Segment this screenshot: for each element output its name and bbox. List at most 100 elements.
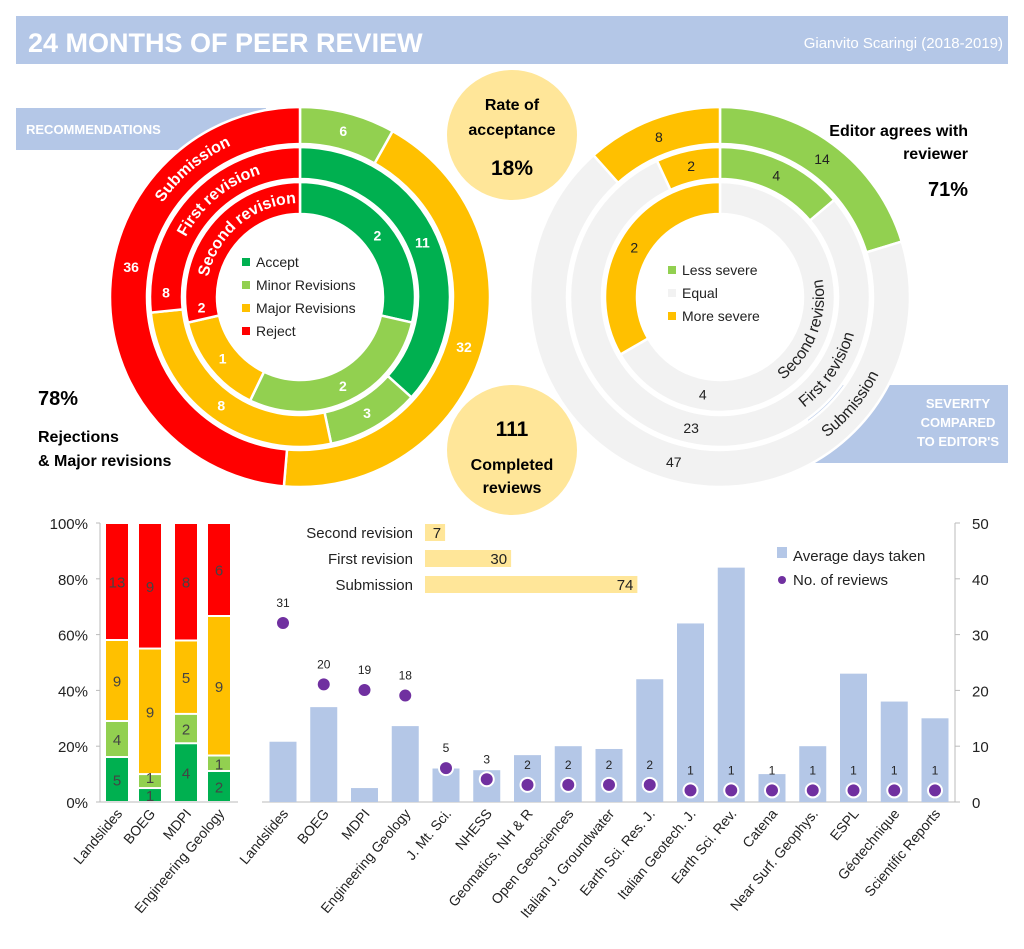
legend-label: No. of reviews (793, 572, 888, 589)
recommendations-by-journal-chart: 0%20%40%60%80%100%54913Landslides1199BOE… (50, 516, 238, 916)
acceptance-value: 18% (491, 157, 533, 180)
donut-segment-reject (108, 105, 302, 488)
donut-value-label: 2 (198, 299, 206, 315)
legend-label: Less severe (682, 262, 758, 278)
y-tick-label: 0% (66, 795, 88, 812)
donut-segment-equal (568, 159, 872, 449)
severity-banner-line-3: TO EDITOR'S (917, 434, 999, 449)
y-tick-label: 100% (50, 516, 88, 533)
donut-segment-major (591, 105, 722, 185)
reviews-value-label: 19 (358, 663, 372, 677)
legend-swatch-major (668, 312, 676, 320)
days-bar (391, 726, 419, 802)
stacked-value-label: 9 (215, 679, 223, 696)
donut-segment-major (655, 145, 722, 192)
reviews-dot (397, 687, 414, 704)
hbar-category-label: First revision (328, 551, 413, 568)
y-tick-label: 50 (972, 516, 989, 533)
stacked-bar-minor (139, 775, 161, 788)
hbar (425, 576, 638, 593)
legend-swatch-minor (668, 266, 676, 274)
reviews-value-label: 1 (809, 763, 816, 777)
stacked-value-label: 2 (215, 780, 223, 797)
donut-value-label: 3 (363, 405, 371, 421)
stacked-bar-reject (208, 524, 230, 615)
stacked-bar-reject (175, 524, 197, 640)
donut-value-label: 2 (687, 158, 695, 174)
stacked-bar-major (106, 641, 128, 720)
stacked-value-label: 9 (146, 579, 154, 596)
stacked-value-label: 13 (109, 575, 126, 592)
reviews-value-label: 1 (932, 763, 939, 777)
stacked-value-label: 9 (146, 704, 154, 721)
acceptance-label-1: Rate of (485, 97, 540, 114)
donut-value-label: 4 (772, 167, 780, 183)
reviews-value-label: 2 (606, 758, 613, 772)
x-category-label: NHESS (452, 806, 495, 853)
reviews-dot (764, 782, 780, 799)
reviews-value-label: 2 (524, 758, 531, 772)
rejection-label-2: & Major revisions (38, 453, 171, 470)
y-tick-label: 0 (972, 795, 980, 812)
rejection-label-1: Rejections (38, 429, 119, 446)
stacked-bar-accept (208, 772, 230, 801)
y-tick-label: 40 (972, 572, 989, 589)
stacked-bar-major (139, 649, 161, 774)
stacked-value-label: 1 (146, 788, 154, 805)
reviews-value-label: 1 (891, 763, 898, 777)
donut-value-label: 2 (374, 227, 382, 243)
donut-value-label: 23 (683, 420, 699, 436)
days-bar (351, 788, 378, 802)
completed-label-2: reviews (483, 480, 542, 497)
days-bar (554, 746, 582, 802)
rejection-pct: 78% (38, 388, 78, 410)
x-category-label: BOEG (120, 806, 158, 847)
days-bar (840, 673, 867, 802)
donut-value-label: 32 (456, 339, 472, 355)
stacked-bar-minor (106, 722, 128, 756)
days-bar (717, 567, 745, 802)
legend-swatch-days (777, 547, 787, 558)
reviews-dot (886, 782, 903, 799)
completed-label-1: Completed (471, 457, 554, 474)
reviews-dot (804, 782, 821, 799)
reviews-dot (356, 681, 373, 698)
reviews-value-label: 5 (443, 741, 450, 755)
hbar (425, 524, 446, 541)
legend-label: Equal (682, 285, 718, 301)
x-category-label: Earth Sci. Res. J. (576, 806, 658, 899)
reviews-by-round-chart: Second revision 7 First revision 30 Submissi… (306, 524, 638, 594)
reviews-value-label: 20 (317, 657, 331, 671)
stacked-value-label: 9 (113, 674, 121, 691)
legend-label: Minor Revisions (256, 277, 356, 293)
reviews-value-label: 31 (276, 596, 290, 610)
donut-value-label: 8 (217, 397, 225, 413)
legend-swatch-reject (242, 327, 250, 335)
stacked-bar-reject (139, 524, 161, 648)
reviews-dot (560, 776, 577, 793)
reviews-dot (315, 676, 332, 693)
donut-segment-equal (618, 180, 837, 414)
days-bar (595, 748, 623, 802)
stacked-value-label: 1 (215, 756, 223, 773)
days-bar (310, 707, 338, 802)
hbar-value-label: 74 (617, 577, 634, 594)
hbar-value-label: 30 (490, 551, 507, 568)
agree-label-1: Editor agrees with (829, 123, 968, 140)
header-banner (16, 16, 1008, 64)
completed-value: 111 (496, 418, 529, 441)
y-tick-label: 40% (58, 683, 88, 700)
stacked-value-label: 4 (182, 766, 190, 783)
reviews-value-label: 1 (728, 763, 735, 777)
stacked-bar-accept (106, 758, 128, 801)
reviews-dot (927, 782, 943, 799)
stacked-bar-accept (139, 789, 161, 801)
days-bar (269, 741, 297, 802)
x-category-label: ESPL (827, 805, 862, 843)
donut-segment-reject (148, 145, 302, 315)
completed-circle (447, 385, 577, 515)
agree-pct: 71% (928, 179, 968, 201)
donut-value-label: 11 (415, 234, 430, 250)
